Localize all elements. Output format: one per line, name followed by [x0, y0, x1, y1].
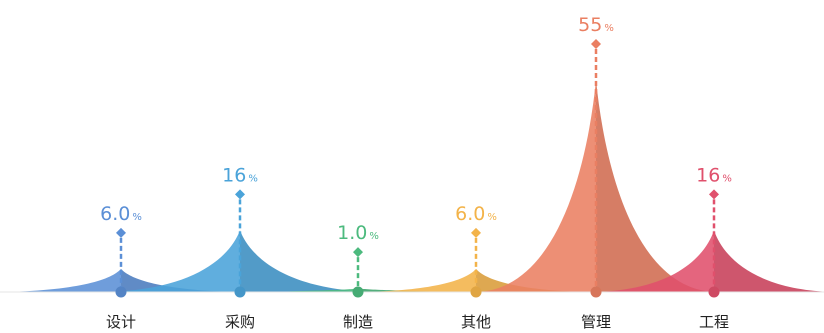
- peak-right-purchase: [240, 230, 375, 292]
- value-label-management: 55%: [578, 14, 614, 36]
- base-dot-engineering: [708, 286, 720, 298]
- peak-left-manufacture: [273, 288, 358, 292]
- category-label-design: 设计: [106, 313, 136, 331]
- diamond-marker-management: [591, 39, 601, 49]
- diamond-marker-design: [116, 227, 126, 238]
- peak-left-design: [6, 268, 121, 292]
- base-dot-management: [590, 286, 602, 298]
- peak-left-other: [366, 268, 476, 292]
- peak-right-management: [596, 80, 716, 292]
- category-label-management: 管理: [581, 313, 611, 331]
- base-dot-purchase: [234, 286, 246, 298]
- category-label-purchase: 采购: [225, 313, 255, 331]
- labels-layer: 6.0 % 设计 16 % 采购 1.0 % 制造 6.0 % 其他 55 % 管理 16 % 工程: [100, 14, 732, 331]
- peaks-layer: [6, 80, 824, 292]
- peak-right-design: [121, 268, 236, 292]
- diamond-marker-manufacture: [353, 247, 363, 258]
- base-dot-design: [115, 286, 127, 298]
- peak-left-engineering: [594, 230, 714, 292]
- peak-right-engineering: [714, 230, 824, 292]
- value-label-design: 6.0%: [100, 203, 142, 225]
- base-dot-manufacture: [352, 286, 364, 298]
- diamond-marker-engineering: [709, 189, 719, 200]
- peak-left-management: [476, 80, 596, 292]
- base-dot-other: [470, 286, 482, 298]
- value-label-other: 6.0%: [455, 203, 497, 225]
- category-label-engineering: 工程: [699, 313, 729, 331]
- category-label-other: 其他: [461, 313, 491, 331]
- peak-right-manufacture: [358, 288, 443, 292]
- peak-left-purchase: [105, 230, 240, 292]
- value-label-engineering: 16%: [696, 164, 732, 186]
- markers-layer: [115, 39, 720, 298]
- value-label-manufacture: 1.0%: [337, 222, 379, 244]
- diamond-marker-other: [471, 227, 481, 238]
- diamond-marker-purchase: [235, 189, 245, 200]
- value-label-purchase: 16%: [222, 164, 258, 186]
- category-label-manufacture: 制造: [343, 313, 373, 331]
